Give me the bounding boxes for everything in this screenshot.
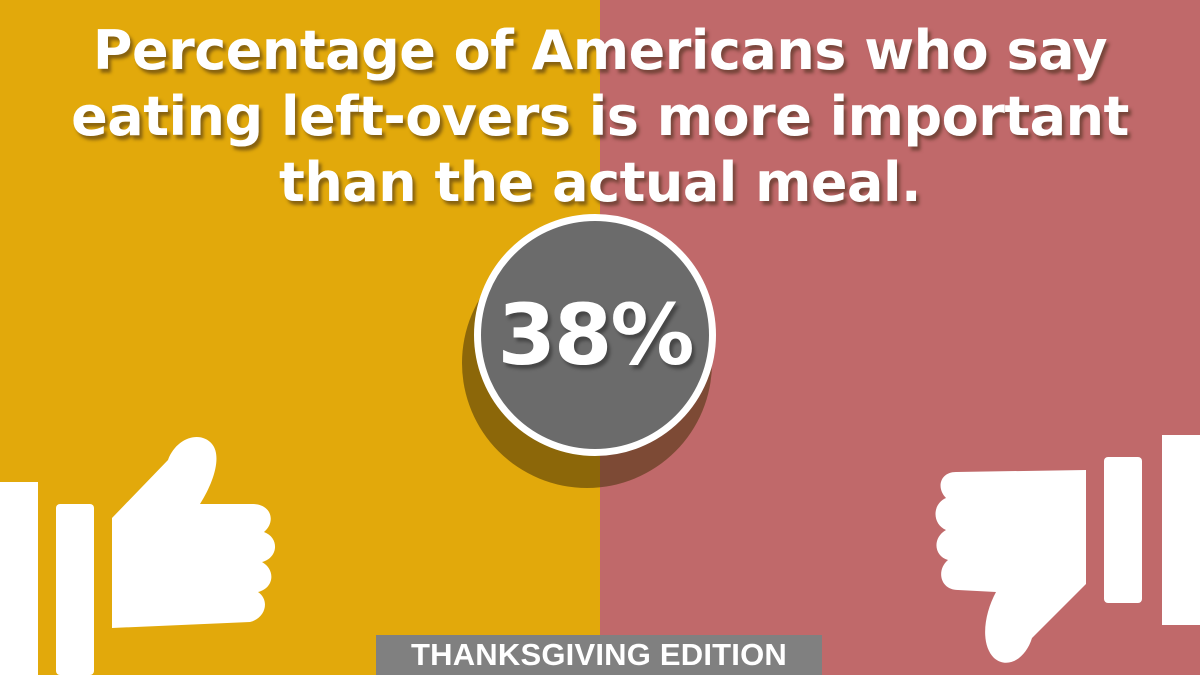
stat-circle: 38% xyxy=(474,214,716,456)
stat-value: 38% xyxy=(497,286,694,384)
headline-line-3: than the actual meal. xyxy=(279,151,921,214)
edition-badge: THANKSGIVING EDITION xyxy=(376,635,822,675)
thumbs-up-icon xyxy=(0,437,276,675)
thumbs-down-icon xyxy=(935,435,1200,663)
headline-line-1: Percentage of Americans who say xyxy=(92,19,1108,82)
headline-line-2: eating left-overs is more important xyxy=(71,85,1129,148)
headline: Percentage of Americans who say eating l… xyxy=(40,18,1160,216)
